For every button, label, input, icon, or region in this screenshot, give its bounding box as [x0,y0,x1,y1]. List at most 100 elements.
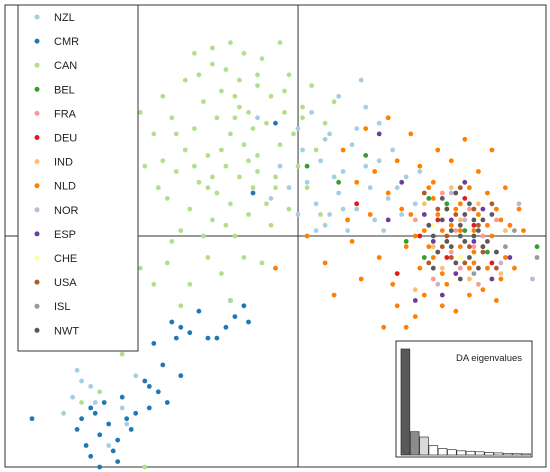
point-can [196,179,202,185]
point-ind [439,265,445,271]
point-can [223,222,229,228]
point-nld [439,271,445,276]
legend-marker-fra [34,110,40,116]
point-nwt [439,217,445,223]
point-nzl [79,378,84,384]
point-nwt [476,265,481,271]
point-nzl [340,169,346,174]
point-deu [394,271,400,276]
legend-marker-ind [34,159,40,165]
series-nzl [61,77,423,448]
point-can [219,88,224,94]
point-can [237,104,242,110]
point-can [282,110,287,115]
legend: NZL CMR CAN BEL FRA DEU IND NLD NOR ESP CHE USA ISL N… [17,4,139,352]
point-nld [498,217,504,223]
point-nld [476,212,481,217]
point-nzl [327,212,332,217]
point-can [268,222,274,228]
point-nld [471,260,477,266]
point-can [219,271,224,276]
point-nld [394,158,400,164]
point-nld [453,206,459,212]
point-isl [512,228,517,234]
point-nzl [417,169,423,174]
series-can [79,40,337,470]
point-cmr [151,341,157,346]
point-nzl [300,147,305,153]
point-nwt [448,228,454,234]
point-can [169,239,175,244]
point-ind [503,228,508,234]
point-nld [349,239,355,244]
point-nzl [327,131,332,137]
point-nld [494,298,499,303]
legend-marker-isl [34,303,40,309]
point-cmr [142,378,148,384]
point-ind [448,185,454,191]
point-nld [385,190,391,196]
point-nzl [363,163,369,169]
point-can [151,131,157,137]
point-nzl [367,185,373,191]
point-esp [471,239,477,244]
point-deu [444,255,450,260]
point-fra [457,265,463,271]
point-nld [489,233,495,239]
eigenvalue-bar [465,450,476,456]
point-can [178,303,184,309]
point-nld [489,147,495,153]
legend-label-nor: NOR [54,205,79,217]
point-nwt [480,217,486,223]
point-nld [421,292,427,298]
point-nzl [322,222,328,228]
point-can [201,233,206,239]
point-fra [476,281,481,287]
point-can [241,50,247,56]
legend-label-isl: ISL [54,301,71,313]
point-nld [381,324,387,330]
point-nld [273,265,278,271]
point-nld [507,222,513,228]
point-nwt [462,239,468,244]
point-nld [444,281,450,287]
point-nor [516,201,522,207]
point-can [219,147,224,153]
point-can [196,72,202,78]
point-nor [435,281,441,287]
point-cmr [74,427,80,432]
point-can [255,169,260,174]
point-nzl [313,228,319,234]
point-nld [439,228,445,234]
point-nld [512,265,517,271]
point-nld [426,244,432,250]
legend-label-usa: USA [54,277,77,289]
point-fra [480,233,486,239]
eigenvalue-bar [484,452,494,456]
point-nld [354,179,360,185]
series-bel [304,153,540,260]
point-che [457,255,463,260]
point-nzl [133,373,139,379]
point-fra [430,276,436,282]
point-bel [444,201,450,207]
point-can [237,174,242,180]
point-bel [462,228,468,234]
point-nld [457,228,463,234]
point-nld [471,249,477,255]
point-can [241,255,247,260]
point-nwt [457,276,463,282]
point-cmr [246,319,251,325]
eigenvalue-bar [456,450,466,456]
point-nld [390,281,396,287]
point-can [228,40,233,45]
point-can [232,115,238,121]
point-usa [467,244,472,250]
point-cmr [214,335,220,341]
point-nor [530,276,535,282]
point-can [264,120,269,126]
point-usa [435,206,441,212]
point-can [155,185,161,191]
point-nzl [376,120,382,126]
point-nld [430,255,436,260]
